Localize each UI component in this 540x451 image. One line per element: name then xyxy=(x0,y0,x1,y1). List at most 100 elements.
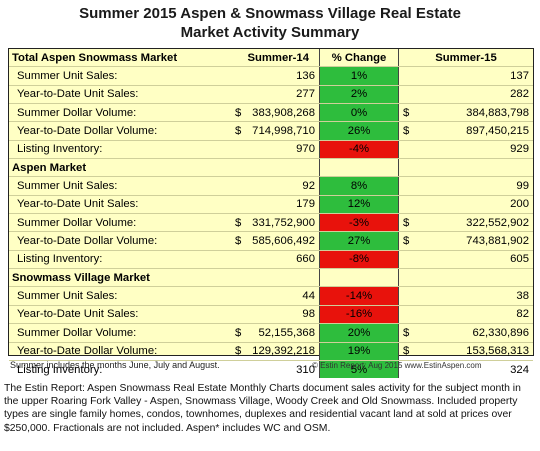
summer-14-value: 136 xyxy=(247,66,320,86)
summer-14-value: 585,606,492 xyxy=(247,231,320,251)
table-row: Summer Dollar Volume: $52,155,368 20% $62,3… xyxy=(9,323,533,343)
column-header-change xyxy=(319,158,399,178)
table-row: Listing Inventory: 310 5% 324 xyxy=(9,360,533,379)
table-row: Year-to-Date Dollar Volume: $714,998,710 2… xyxy=(9,121,533,141)
summer-15-value: 153,568,313 xyxy=(417,342,533,361)
table-row: Summer Dollar Volume: $331,752,900 -3% $322… xyxy=(9,213,533,233)
summer-14-value: 52,155,368 xyxy=(247,323,320,343)
currency-symbol xyxy=(235,360,247,378)
percent-change-cell: 0% xyxy=(319,103,399,123)
currency-symbol xyxy=(235,250,247,270)
currency-symbol xyxy=(235,66,247,86)
currency-symbol: $ xyxy=(235,103,247,123)
percent-change-cell: 1% xyxy=(319,66,399,86)
currency-symbol: $ xyxy=(235,323,247,343)
currency-symbol: $ xyxy=(398,103,417,123)
table-row: Summer Unit Sales: 92 8% 99 xyxy=(9,176,533,196)
summer-14-value: 714,998,710 xyxy=(247,121,320,141)
row-label: Year-to-Date Dollar Volume: xyxy=(9,231,235,251)
summer-14-value: 277 xyxy=(247,85,320,105)
currency-symbol: $ xyxy=(398,342,417,361)
summer-15-value: 99 xyxy=(417,176,533,196)
currency-symbol xyxy=(235,176,247,196)
chart-title: Summer 2015 Aspen & Snowmass Village Rea… xyxy=(0,0,540,44)
summer-15-value: 324 xyxy=(510,363,529,376)
title-line-2: Market Activity Summary xyxy=(180,24,360,41)
currency-symbol xyxy=(398,305,417,325)
row-label: Year-to-Date Unit Sales: xyxy=(9,195,235,215)
summer-15-value: 282 xyxy=(417,85,533,105)
percent-change-cell: 19% xyxy=(319,342,399,361)
column-header-summer-15: Summer-15 xyxy=(398,49,533,68)
row-label: Summer Unit Sales: xyxy=(9,286,235,306)
percent-change-cell: 8% xyxy=(319,176,399,196)
table-row: Summer Unit Sales: 44 -14% 38 xyxy=(9,286,533,306)
summer-14-value: 98 xyxy=(247,305,320,325)
currency-symbol xyxy=(398,176,417,196)
column-header-change xyxy=(319,268,399,288)
summer-15-value: 82 xyxy=(417,305,533,325)
summer-15-value: 38 xyxy=(417,286,533,306)
percent-change-cell: 5% xyxy=(319,360,399,379)
summer-14-value: 660 xyxy=(247,250,320,270)
currency-symbol: $ xyxy=(235,342,247,361)
row-label: Summer Dollar Volume: xyxy=(9,323,235,343)
currency-symbol xyxy=(398,85,417,105)
percent-change-cell: 2% xyxy=(319,85,399,105)
summer-14-value: 92 xyxy=(247,176,320,196)
percent-change-cell: -3% xyxy=(319,213,399,233)
row-label: Summer Dollar Volume: xyxy=(9,213,235,233)
summer-14-value: 310 xyxy=(296,363,315,376)
row-label: Summer Dollar Volume: xyxy=(9,103,235,123)
summer-15-value: 322,552,902 xyxy=(417,213,533,233)
percent-change-cell: 12% xyxy=(319,195,399,215)
row-label: Summer Unit Sales: xyxy=(9,66,235,86)
description: The Estin Report: Aspen Snowmass Real Es… xyxy=(4,383,521,434)
section-title: Aspen Market xyxy=(9,158,235,178)
column-header-summer-15 xyxy=(398,158,533,178)
currency-symbol xyxy=(398,286,417,306)
section-title: Snowmass Village Market xyxy=(9,268,235,288)
currency-symbol: $ xyxy=(235,213,247,233)
row-label: Year-to-Date Unit Sales: xyxy=(9,305,235,325)
title-line-1: Summer 2015 Aspen & Snowmass Village Rea… xyxy=(79,5,461,22)
summer-15-value: 897,450,215 xyxy=(417,121,533,141)
summer-14-value: 970 xyxy=(247,140,320,160)
currency-symbol xyxy=(235,305,247,325)
table-row: Year-to-Date Dollar Volume: $129,392,218 1… xyxy=(9,342,533,361)
currency-symbol: $ xyxy=(235,231,247,251)
table-row: Summer Unit Sales: 136 1% 137 xyxy=(9,66,533,86)
table-body: Total Aspen Snowmass Market Summer-14% Ch… xyxy=(9,49,533,379)
currency-symbol xyxy=(398,140,417,160)
table-row: Year-to-Date Unit Sales: 277 2% 282 xyxy=(9,85,533,105)
table-row: Listing Inventory: 970 -4% 929 xyxy=(9,140,533,160)
percent-change-cell: -8% xyxy=(319,250,399,270)
column-header-change: % Change xyxy=(319,49,399,68)
percent-change-cell: -14% xyxy=(319,286,399,306)
footnote: Summer includes the months June, July an… xyxy=(10,360,220,370)
percent-change-cell: 20% xyxy=(319,323,399,343)
summer-14-value: 179 xyxy=(247,195,320,215)
summer-15-value: 384,883,798 xyxy=(417,103,533,123)
currency-symbol xyxy=(235,140,247,160)
row-label: Listing Inventory: xyxy=(9,140,235,160)
column-header-summer-14: Summer-14 xyxy=(235,49,320,68)
column-header-summer-15 xyxy=(398,268,533,288)
percent-change-cell: -4% xyxy=(319,140,399,160)
currency-symbol: $ xyxy=(398,213,417,233)
row-label: Year-to-Date Unit Sales: xyxy=(9,85,235,105)
table-row: Year-to-Date Unit Sales: 98 -16% 82 xyxy=(9,305,533,325)
currency-symbol: $ xyxy=(398,231,417,251)
summer-14-value: 129,392,218 xyxy=(247,342,320,361)
section-header-row: Snowmass Village Market xyxy=(9,268,533,288)
table-row: Listing Inventory: 660 -8% 605 xyxy=(9,250,533,270)
currency-symbol xyxy=(398,195,417,215)
currency-symbol xyxy=(235,195,247,215)
column-header-summer-14 xyxy=(235,158,320,178)
summer-15-value: 929 xyxy=(417,140,533,160)
row-label: Summer Unit Sales: xyxy=(9,176,235,196)
market-summary-table: Total Aspen Snowmass Market Summer-14% Ch… xyxy=(8,48,534,379)
currency-symbol: $ xyxy=(398,323,417,343)
currency-symbol xyxy=(398,250,417,270)
summer-14-value: 383,908,268 xyxy=(247,103,320,123)
